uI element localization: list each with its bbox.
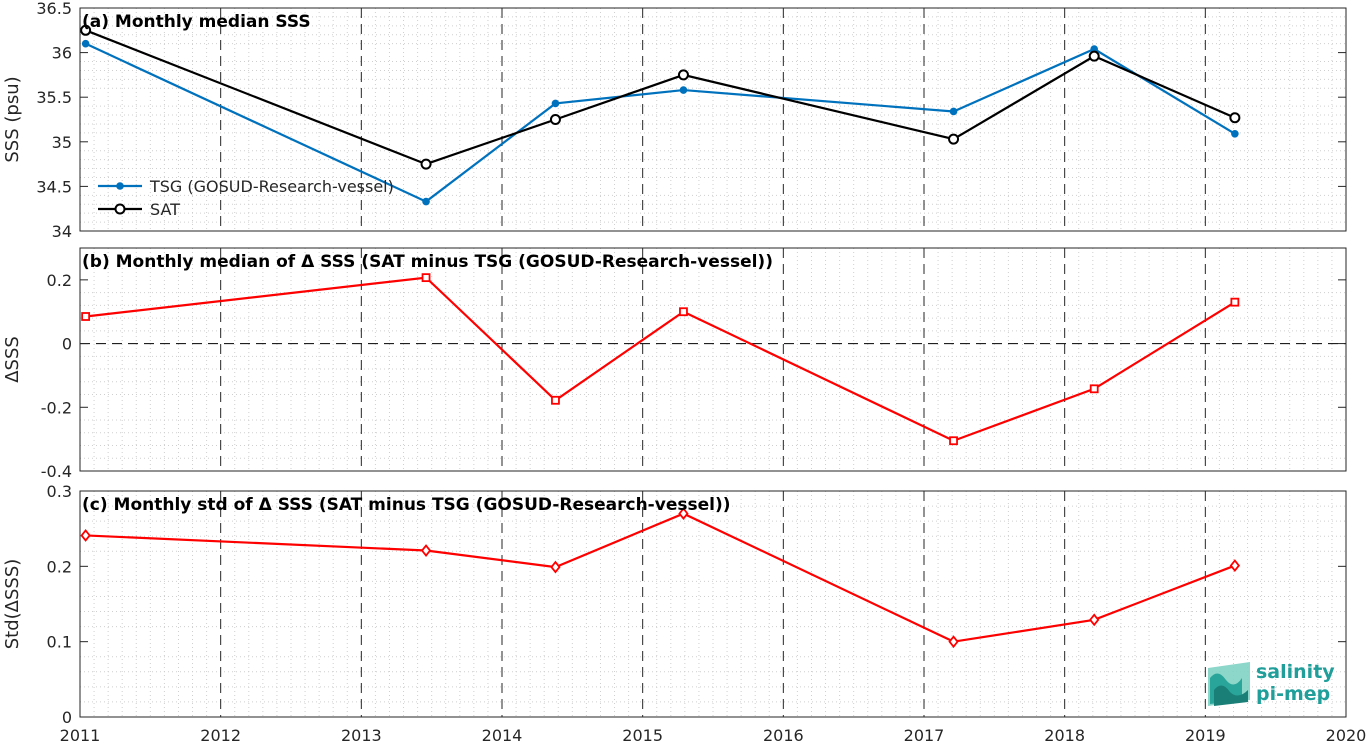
- data-point: [949, 107, 958, 116]
- series-0: [80, 507, 1241, 649]
- x-tick-label: 2012: [200, 726, 241, 745]
- data-point: [420, 544, 432, 557]
- y-tick-label: 34: [52, 222, 72, 241]
- data-point: [679, 86, 688, 94]
- minor-grid: [80, 8, 1346, 231]
- axes-box: [79, 247, 1347, 472]
- y-tick-label: 35.5: [36, 88, 72, 107]
- data-point: [551, 99, 560, 108]
- shared-x-axis: 2011 2012 2013 2014 2015 2016 2017 2018 2019 2020: [60, 726, 1367, 745]
- x-tick-label: 2017: [904, 726, 945, 745]
- y-tick-label: 0: [62, 708, 72, 727]
- panel-title: (a) Monthly median SSS: [82, 12, 311, 32]
- data-point: [422, 197, 430, 206]
- data-point: [81, 39, 90, 48]
- y-tick-label: 36: [52, 44, 72, 63]
- legend-label: SAT: [150, 200, 180, 219]
- data-point: [551, 395, 560, 405]
- data-point: [81, 312, 91, 321]
- logo-waves-icon: [1208, 662, 1250, 706]
- data-point: [80, 24, 92, 36]
- major-grid: [220, 8, 1206, 231]
- data-point: [1230, 297, 1240, 307]
- x-tick-label: 2020: [1326, 726, 1367, 745]
- data-point: [1089, 384, 1099, 394]
- x-tick-label: 2016: [763, 726, 804, 745]
- x-tick-label: 2018: [1044, 726, 1085, 745]
- data-point: [1089, 613, 1100, 627]
- y-tick-label: 36.5: [36, 0, 72, 18]
- data-point: [1088, 50, 1100, 62]
- y-tick-label: 0.2: [47, 271, 72, 290]
- x-tick-label: 2011: [60, 726, 101, 745]
- y-axis-label: SSS (psu): [2, 76, 23, 162]
- data-point: [677, 69, 689, 81]
- series-1: [80, 24, 1241, 170]
- panel-a-monthly-median-sss: 34 34.5 35 35.5 36 36.5 SSS (psu) (a) Monthly m…: [2, 0, 1347, 241]
- data-point: [948, 133, 960, 145]
- y-tick-label: -0.4: [41, 462, 72, 481]
- axes-box: [79, 7, 1347, 232]
- series-0: [81, 39, 1239, 206]
- panel-b-monthly-median-delta-sss: -0.4 -0.2 0 0.2 ΔSSS (b) Monthly median of Δ …: [2, 247, 1347, 481]
- axes-box: [79, 490, 1347, 718]
- y-tick-label: 0.2: [47, 557, 72, 576]
- legend: TSG (GOSUD-Research-vessel) SAT: [98, 177, 394, 219]
- x-tick-label: 2019: [1185, 726, 1226, 745]
- data-point: [420, 158, 432, 170]
- legend-marker: [116, 182, 124, 190]
- panel-c-monthly-std-delta-sss: 0 0.1 0.2 0.3 Std(ΔSSS) (c) Monthly std of Δ …: [2, 482, 1347, 727]
- plot-area: [80, 8, 1346, 231]
- y-tick-label: 35: [52, 133, 72, 152]
- data-point: [1090, 45, 1099, 53]
- data-point: [421, 273, 431, 283]
- y-axis-label: Std(ΔSSS): [2, 559, 23, 650]
- panel-title: (b) Monthly median of Δ SSS (SAT minus T…: [82, 252, 773, 272]
- y-tick-label: 34.5: [36, 177, 72, 196]
- series-0: [81, 273, 1240, 446]
- y-tick-label: -0.2: [41, 398, 72, 417]
- data-point: [949, 436, 958, 446]
- x-tick-label: 2014: [482, 726, 523, 745]
- data-point: [678, 507, 689, 521]
- logo-line1: salinity: [1256, 661, 1335, 683]
- y-axis-label: ΔSSS: [2, 336, 23, 383]
- minor-grid: [80, 248, 1346, 471]
- y-tick-label: 0.3: [47, 482, 72, 501]
- logo-line2: pi-mep: [1256, 683, 1330, 705]
- data-point: [80, 529, 91, 542]
- data-point: [1229, 559, 1241, 573]
- plot-area: [80, 248, 1346, 471]
- panel-title: (c) Monthly std of Δ SSS (SAT minus TSG …: [82, 495, 730, 515]
- legend-label: TSG (GOSUD-Research-vessel): [149, 177, 394, 196]
- legend-marker: [114, 203, 126, 215]
- salinity-pi-mep-logo: salinity pi-mep: [1208, 661, 1335, 706]
- y-tick-label: 0.1: [47, 633, 72, 652]
- data-point: [1231, 129, 1239, 138]
- data-point: [550, 560, 561, 574]
- data-point: [1229, 112, 1241, 124]
- x-tick-label: 2015: [622, 726, 663, 745]
- y-tick-label: 0: [62, 335, 72, 354]
- x-tick-label: 2013: [341, 726, 382, 745]
- data-point: [679, 307, 688, 317]
- major-grid: [220, 491, 1206, 717]
- data-point: [549, 114, 561, 125]
- data-point: [948, 635, 959, 649]
- minor-grid: [80, 491, 1346, 717]
